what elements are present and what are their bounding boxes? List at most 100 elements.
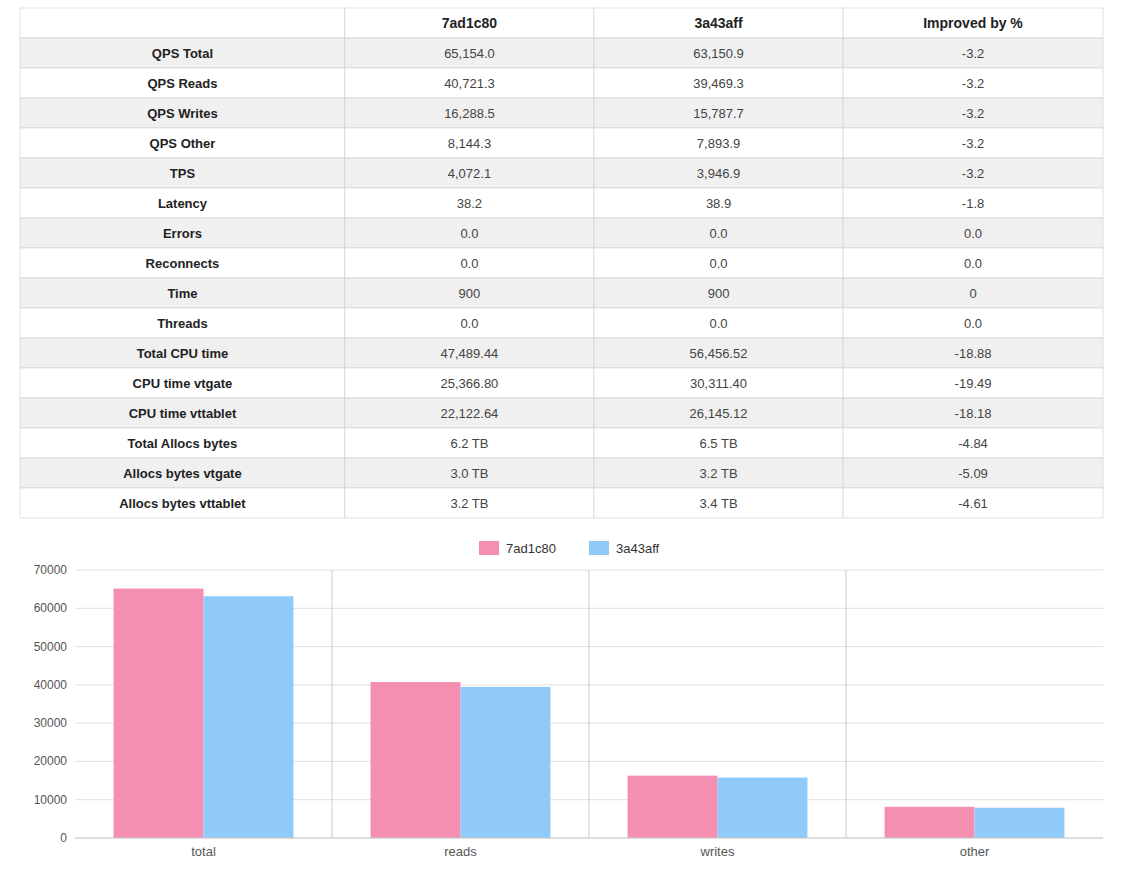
legend-swatch <box>479 541 499 555</box>
cell-value: 3.2 TB <box>700 466 738 481</box>
page: {"chart_data": [ {"type": "table", "colu… <box>0 0 1123 888</box>
bar-chart: 010000200003000040000500006000070000tota… <box>34 541 1103 860</box>
cell-value: 25,366.80 <box>441 376 499 391</box>
cell-value: -3.2 <box>962 166 984 181</box>
table-cell <box>345 308 594 338</box>
cell-value: 0.0 <box>460 316 478 331</box>
table-cell <box>345 188 594 218</box>
column-header: 7ad1c80 <box>442 15 497 31</box>
bar <box>718 778 808 838</box>
table-cell <box>345 488 594 518</box>
x-tick-label: other <box>960 844 990 859</box>
cell-value: -3.2 <box>962 76 984 91</box>
cell-value: -18.18 <box>955 406 992 421</box>
table-cell <box>20 338 345 368</box>
row-label: CPU time vttablet <box>129 406 237 421</box>
table-cell <box>843 38 1103 68</box>
table-cell <box>345 458 594 488</box>
cell-value: 39,469.3 <box>693 76 744 91</box>
cell-value: 6.5 TB <box>700 436 738 451</box>
cell-value: -4.84 <box>958 436 988 451</box>
row-label: Latency <box>158 196 208 211</box>
table-cell <box>594 68 843 98</box>
cell-value: 0.0 <box>709 226 727 241</box>
table-cell <box>345 368 594 398</box>
table-cell <box>843 248 1103 278</box>
table-cell <box>594 308 843 338</box>
table-cell <box>843 338 1103 368</box>
table-cell <box>594 128 843 158</box>
table-cell <box>843 68 1103 98</box>
legend-swatch <box>589 541 609 555</box>
table-cell <box>345 338 594 368</box>
row-label: Allocs bytes vtgate <box>123 466 242 481</box>
cell-value: 7,893.9 <box>697 136 740 151</box>
table-cell <box>20 488 345 518</box>
y-tick-label: 0 <box>60 831 67 845</box>
table-cell <box>594 218 843 248</box>
cell-value: 4,072.1 <box>448 166 491 181</box>
table-cell <box>843 218 1103 248</box>
table-cell <box>594 458 843 488</box>
row-label: CPU time vtgate <box>133 376 233 391</box>
y-tick-label: 70000 <box>34 563 68 577</box>
cell-value: 0 <box>969 286 976 301</box>
table-cell <box>20 248 345 278</box>
bars <box>114 589 1065 838</box>
y-tick-label: 40000 <box>34 678 68 692</box>
cell-value: 3,946.9 <box>697 166 740 181</box>
x-tick-label: writes <box>700 844 735 859</box>
table-cell <box>594 488 843 518</box>
row-label: Errors <box>163 226 202 241</box>
table-cell <box>594 428 843 458</box>
table-cell <box>594 248 843 278</box>
table-cell <box>345 158 594 188</box>
cell-value: 3.2 TB <box>450 496 488 511</box>
legend-label: 7ad1c80 <box>506 541 556 556</box>
table-cell <box>843 398 1103 428</box>
table-cell <box>20 458 345 488</box>
cell-value: 30,311.40 <box>690 376 747 391</box>
table-cell <box>20 368 345 398</box>
table-cell <box>594 368 843 398</box>
table-cell <box>20 68 345 98</box>
cell-value: 16,288.5 <box>444 106 495 121</box>
table-cell <box>594 188 843 218</box>
row-label: Reconnects <box>146 256 220 271</box>
row-label: QPS Reads <box>147 76 217 91</box>
table-cell <box>594 38 843 68</box>
cell-value: 0.0 <box>964 256 982 271</box>
cell-value: 900 <box>459 286 481 301</box>
table: 7ad1c803a43affImproved by %QPS Total65,1… <box>20 8 1103 518</box>
row-label: Total CPU time <box>137 346 229 361</box>
cell-value: 8,144.3 <box>448 136 491 151</box>
header-cell <box>594 8 843 38</box>
cell-value: 0.0 <box>460 226 478 241</box>
y-tick-label: 20000 <box>34 754 68 768</box>
table-cell <box>843 128 1103 158</box>
row-label: Time <box>167 286 197 301</box>
category-separator <box>332 570 333 838</box>
cell-value: 40,721.3 <box>444 76 495 91</box>
table-cell <box>843 308 1103 338</box>
cell-value: -3.2 <box>962 106 984 121</box>
row-label: QPS Writes <box>147 106 218 121</box>
bar <box>628 776 718 838</box>
cell-value: -3.2 <box>962 46 984 61</box>
cell-value: 6.2 TB <box>450 436 488 451</box>
chart-canvas: 7ad1c803a43affImproved by %QPS Total65,1… <box>0 0 1123 888</box>
cell-value: 65,154.0 <box>444 46 495 61</box>
bar <box>371 682 461 838</box>
cell-value: 0.0 <box>964 316 982 331</box>
row-label: Total Allocs bytes <box>128 436 238 451</box>
cell-value: 26,145.12 <box>690 406 748 421</box>
x-tick-label: total <box>191 844 216 859</box>
table-cell <box>843 458 1103 488</box>
cell-value: 3.0 TB <box>450 466 488 481</box>
table-cell <box>20 278 345 308</box>
table-cell <box>843 428 1103 458</box>
bar <box>204 596 294 838</box>
cell-value: 0.0 <box>460 256 478 271</box>
cell-value: 63,150.9 <box>693 46 744 61</box>
cell-value: 47,489.44 <box>441 346 499 361</box>
